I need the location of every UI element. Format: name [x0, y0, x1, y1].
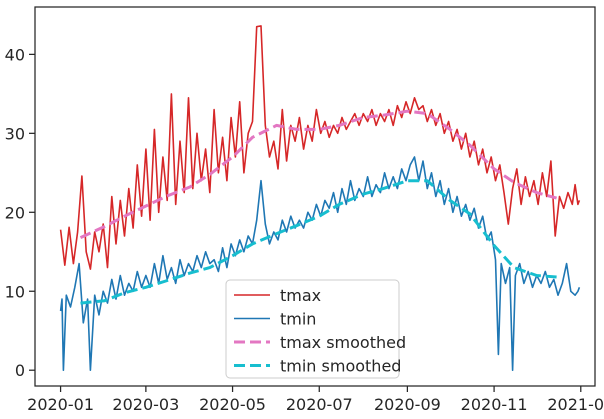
y-tick-label: 10: [5, 282, 25, 301]
legend-label-tmax-smoothed: tmax smoothed: [280, 333, 406, 352]
x-tick-label: 2020-05: [199, 395, 266, 414]
legend-label-tmin-smoothed: tmin smoothed: [280, 357, 401, 376]
y-tick-label: 40: [5, 45, 25, 64]
series-line-tmax-smoothed: [79, 109, 557, 239]
legend: tmax tmin tmax smoothed tmin smoothed: [225, 279, 406, 379]
axes: 2020-01 2020-03 2020-05 2020-07 2020-09 2020-…: [5, 6, 604, 414]
legend-label-tmin: tmin: [280, 310, 316, 329]
x-tick-label: 2020-01: [27, 395, 94, 414]
x-tick-label: 2020-07: [286, 395, 353, 414]
series-line-tmax: [59, 25, 581, 270]
x-tick-label: 2021-01: [547, 395, 604, 414]
plot-frame: [34, 6, 596, 387]
x-tick-label: 2020-09: [374, 395, 441, 414]
y-tick-label: 30: [5, 124, 25, 143]
series-line-tmin-smoothed: [80, 179, 557, 305]
y-tick-label: 0: [15, 361, 25, 380]
x-tick-label: 2020-03: [112, 395, 179, 414]
y-tick-label: 20: [5, 203, 25, 222]
legend-box: [225, 279, 400, 379]
x-tick-label: 2020-11: [461, 395, 528, 414]
plot-marks: [59, 25, 581, 372]
legend-label-tmax: tmax: [280, 286, 321, 305]
